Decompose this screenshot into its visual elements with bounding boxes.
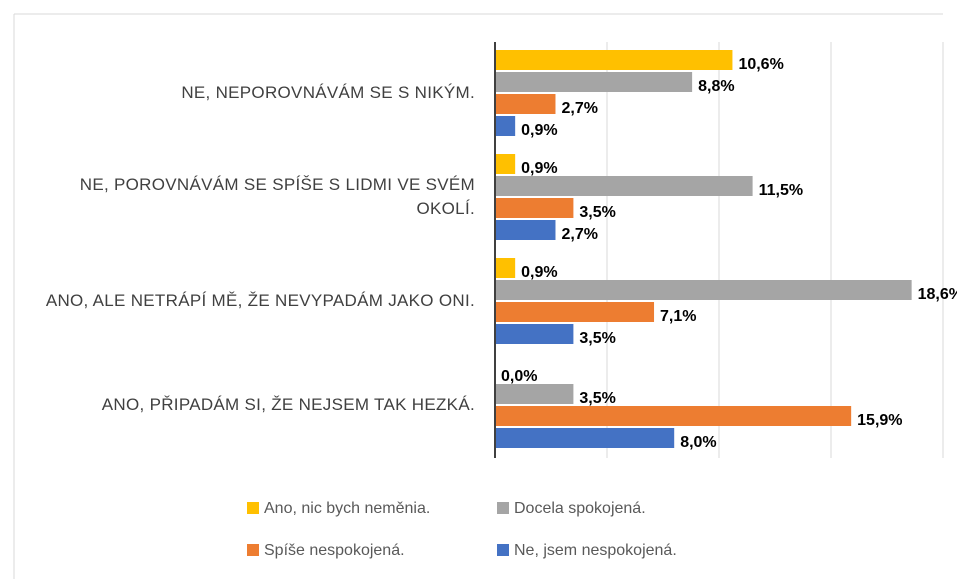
value-label: 0,9% (521, 160, 557, 177)
value-label: 10,6% (738, 56, 783, 73)
bar (495, 198, 574, 218)
bar (495, 302, 655, 322)
value-label: 2,7% (561, 226, 597, 243)
value-label: 3,5% (579, 330, 615, 347)
bar (495, 176, 753, 196)
value-label: 0,0% (501, 368, 537, 385)
value-label: 7,1% (660, 308, 696, 325)
value-label: 3,5% (579, 204, 615, 221)
bar (495, 258, 516, 278)
legend-swatch (497, 502, 509, 514)
bar (495, 50, 733, 70)
legend-label: Ne, jsem nespokojená. (514, 542, 677, 559)
legend-swatch (497, 544, 509, 556)
value-label: 8,8% (698, 78, 734, 95)
bar (495, 94, 556, 114)
category-label: NE, NEPOROVNÁVÁM SE S NIKÝM. (181, 83, 475, 102)
value-label: 15,9% (857, 412, 902, 429)
category-label: ANO, PŘIPADÁM SI, ŽE NEJSEM TAK HEZKÁ. (101, 395, 475, 414)
category-label: NE, POROVNÁVÁM SE SPÍŠE S LIDMI VE SVÉM … (79, 175, 475, 218)
legend-label: Docela spokojená. (514, 500, 646, 517)
bar (495, 116, 516, 136)
bar (495, 406, 852, 426)
category-label: ANO, ALE NETRÁPÍ MĚ, ŽE NEVYPADÁM JAKO O… (45, 291, 475, 310)
value-label: 3,5% (579, 390, 615, 407)
value-label: 2,7% (561, 100, 597, 117)
legend-swatch (247, 502, 259, 514)
value-label: 8,0% (680, 434, 716, 451)
value-label: 0,9% (521, 264, 557, 281)
bar (495, 154, 516, 174)
legend-label: Spíše nespokojená. (264, 542, 405, 559)
bar (495, 324, 574, 344)
bar (495, 220, 556, 240)
bar (495, 280, 912, 300)
bar (495, 72, 693, 92)
bar (495, 428, 675, 448)
value-label: 0,9% (521, 122, 557, 139)
value-label: 11,5% (759, 182, 803, 199)
bar (495, 384, 574, 404)
value-label: 18,6% (918, 286, 957, 303)
legend-swatch (247, 544, 259, 556)
legend-label: Ano, nic bych neměnia. (264, 500, 430, 517)
